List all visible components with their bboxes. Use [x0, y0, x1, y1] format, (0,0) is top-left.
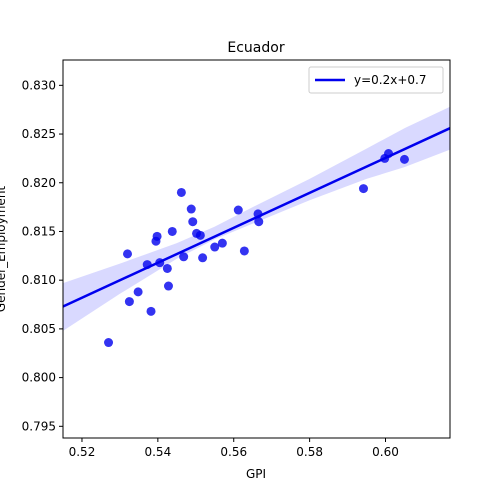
data-point — [133, 287, 143, 297]
y-tick-label: 0.825 — [22, 127, 56, 141]
y-tick-label: 0.805 — [22, 322, 56, 336]
data-point — [104, 338, 114, 348]
legend-entry-label: y=0.2x+0.7 — [354, 73, 426, 87]
data-point — [217, 238, 227, 248]
legend: y=0.2x+0.7 — [308, 66, 444, 94]
x-axis-label: GPI — [246, 467, 266, 481]
y-tick-label: 0.815 — [22, 224, 56, 238]
plot-area — [63, 106, 450, 348]
chart-title: Ecuador — [227, 40, 284, 56]
x-axis: 0.52 0.54 0.56 0.58 0.60 — [69, 438, 399, 459]
x-tick-label: 0.54 — [144, 445, 171, 459]
x-tick-label: 0.56 — [220, 445, 247, 459]
data-point — [188, 217, 198, 227]
y-axis-label: Gender_Employment — [0, 186, 8, 313]
data-point — [186, 204, 196, 214]
x-tick-label: 0.60 — [372, 445, 399, 459]
data-point — [152, 231, 162, 241]
plot-frame — [62, 59, 451, 439]
data-point — [124, 297, 134, 307]
data-point — [233, 205, 243, 215]
data-point — [146, 306, 156, 316]
data-point — [179, 252, 189, 262]
x-tick-label: 0.52 — [69, 445, 96, 459]
y-tick-label: 0.810 — [22, 273, 56, 287]
data-point — [254, 217, 264, 227]
legend-box — [308, 66, 444, 94]
data-point — [210, 242, 220, 252]
data-point — [198, 253, 208, 263]
y-tick-label: 0.800 — [22, 371, 56, 385]
y-tick-label: 0.820 — [22, 176, 56, 190]
x-tick-label: 0.58 — [296, 445, 323, 459]
data-point — [358, 184, 368, 194]
data-point — [162, 263, 172, 273]
data-point — [167, 226, 177, 236]
regression-line — [63, 127, 450, 308]
y-axis: 0.795 0.800 0.805 0.810 0.815 0.820 0.825 0.830 — [22, 78, 63, 433]
data-point — [399, 154, 409, 164]
data-point — [195, 230, 205, 240]
data-point — [123, 249, 132, 259]
data-point — [239, 246, 249, 256]
y-tick-label: 0.795 — [22, 419, 56, 433]
y-tick-label: 0.830 — [22, 78, 56, 92]
data-point — [176, 187, 186, 197]
data-point — [163, 281, 173, 291]
